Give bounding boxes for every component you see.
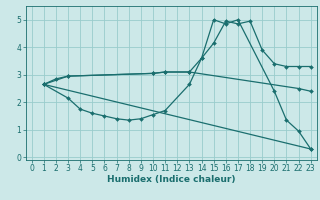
X-axis label: Humidex (Indice chaleur): Humidex (Indice chaleur)	[107, 175, 236, 184]
